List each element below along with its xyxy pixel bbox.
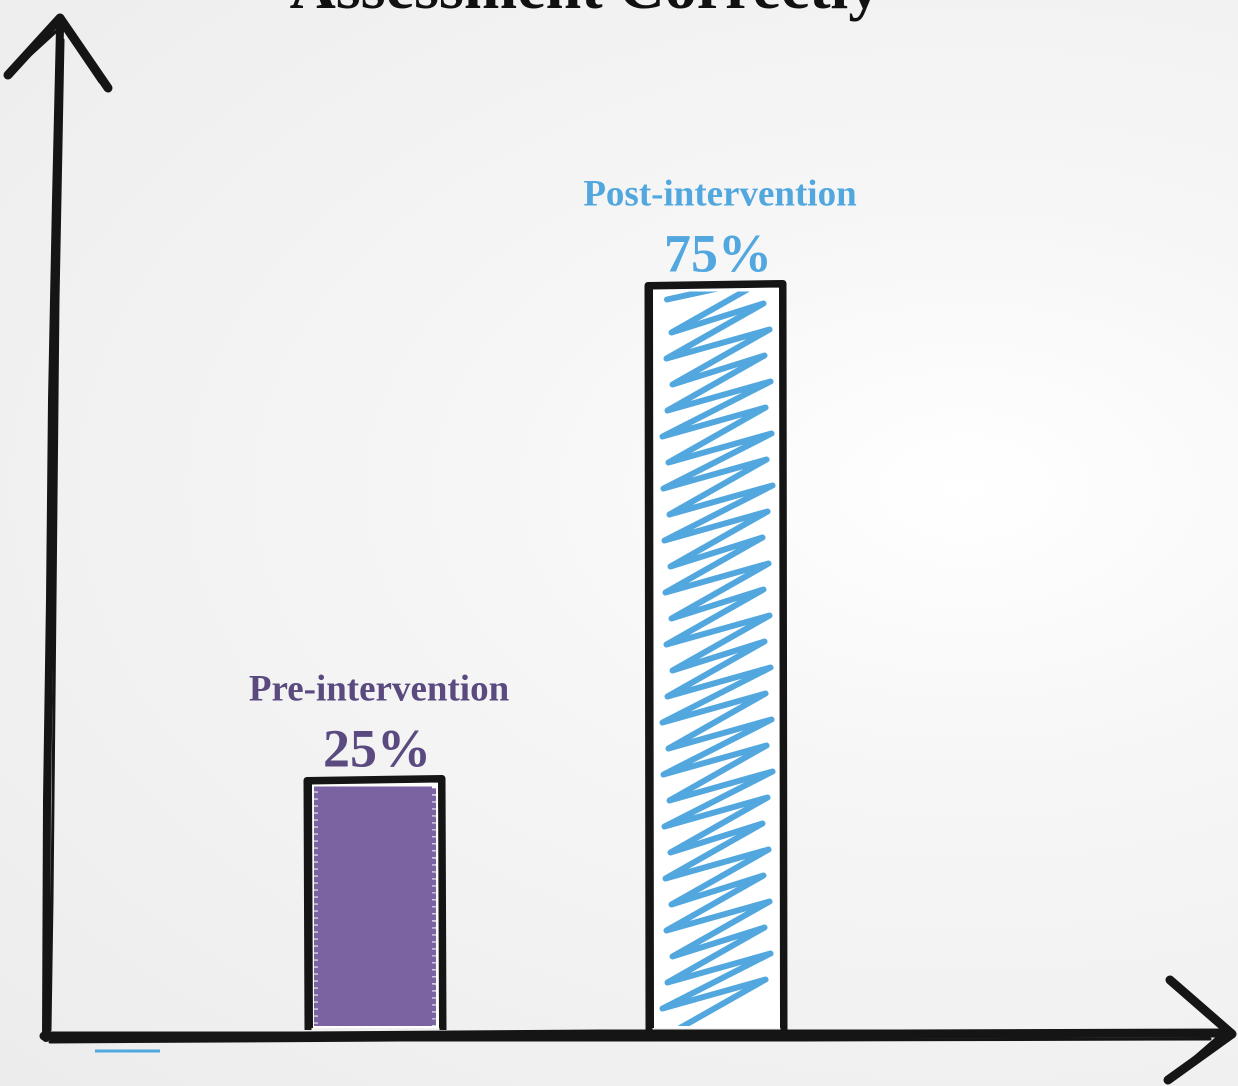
- labels: Pre-intervention 25% Post-intervention 75%: [249, 174, 857, 779]
- bars: [303, 280, 788, 1031]
- bar-scribble-strokes: [314, 786, 436, 1026]
- category-label-2: Post-intervention: [583, 174, 857, 215]
- bar-scribble-strokes: [659, 291, 776, 1026]
- bar-outline-sketch: [309, 780, 441, 1029]
- y-axis-arrowhead-sketch: [14, 24, 102, 84]
- value-label-1: 25%: [323, 719, 431, 779]
- x-axis-line: [39, 1028, 1230, 1041]
- value-label-2: 75%: [664, 224, 772, 284]
- y-axis-arrowhead: [3, 13, 113, 93]
- x-axis-line-sketch: [48, 1037, 1212, 1044]
- y-axis-line-sketch: [48, 38, 65, 1032]
- y-axis-line: [42, 24, 64, 1042]
- x-axis-arrowhead-sketch: [1176, 986, 1228, 1072]
- bar-scribble-fill: [659, 291, 776, 1026]
- bar-2: [644, 280, 788, 1031]
- category-label-1: Pre-intervention: [249, 669, 510, 710]
- bar-outline-sketch: [650, 285, 782, 1029]
- chart-title: Assessment Correctly: [290, 0, 881, 22]
- axes: [3, 13, 1237, 1085]
- bar-outline: [303, 775, 447, 1031]
- bar-1: [303, 775, 447, 1031]
- bar-outline: [644, 280, 788, 1031]
- bar-scribble-fill: [314, 786, 436, 1026]
